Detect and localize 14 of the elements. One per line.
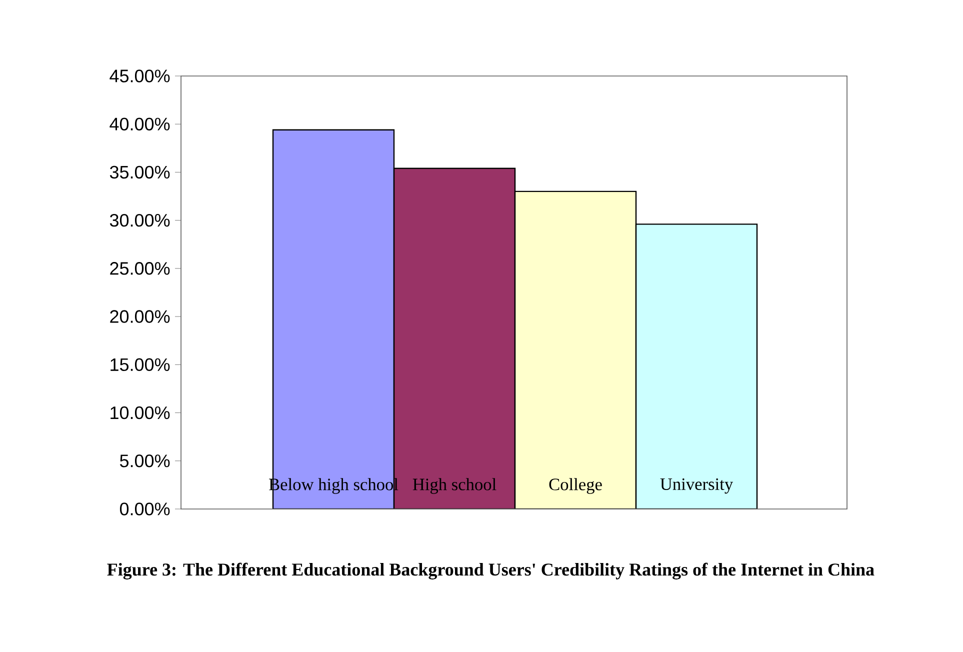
x-tick-label: University (660, 478, 734, 494)
y-tick-label: 10.00% (110, 406, 170, 420)
y-tick-label: 40.00% (110, 118, 170, 130)
y-tick-label: 45.00% (110, 70, 170, 82)
text: Figure 3: The Different Educational Background Users' Credibility Ratings of the Internet in China (107, 562, 874, 580)
y-tick-label: 5.00% (120, 454, 170, 468)
y-tick-label: 35.00% (110, 166, 170, 179)
x-tick-label: College (549, 478, 602, 494)
y-tick-label: 15.00% (110, 358, 170, 372)
y-tick-label: 30.00% (110, 214, 170, 227)
x-tick-label: High school (412, 478, 496, 494)
y-tick-label: 25.00% (110, 262, 170, 275)
y-tick-label: 0.00% (120, 502, 170, 516)
y-tick-label: 20.00% (110, 310, 170, 323)
